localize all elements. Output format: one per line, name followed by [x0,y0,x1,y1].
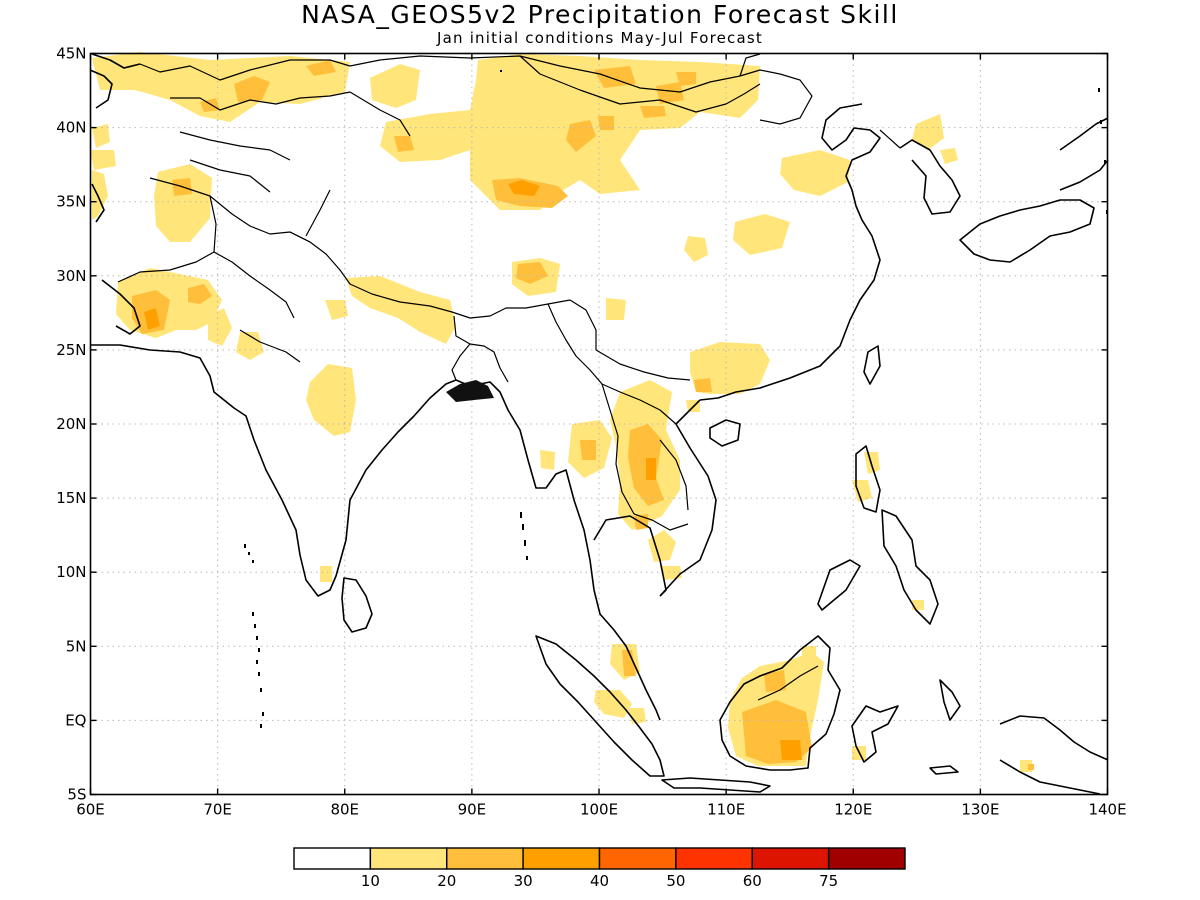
map-gridlines [90,53,1108,795]
lat-label: EQ [65,711,86,729]
lon-label: 140E [1088,801,1126,819]
lat-label: 35N [56,193,86,211]
lat-label: 25N [56,341,86,359]
lat-label: 40N [56,119,86,137]
lon-label: 120E [834,801,872,819]
colorbar-swatch [522,847,601,870]
skill-shading [90,52,1034,772]
colorbar-label: 20 [437,872,456,890]
colorbar-label: 75 [819,872,838,890]
lat-label: 45N [56,45,86,63]
map-title: NASA_GEOS5v2 Precipitation Forecast Skil… [301,0,899,29]
lat-label: 20N [56,415,86,433]
lon-label: 70E [203,801,232,819]
colorbar [293,847,906,870]
colorbar-labels: 10 20 30 40 50 60 75 [361,872,838,890]
axis-ticks [89,52,1109,796]
colorbar-swatch [675,847,753,870]
colorbar-label: 50 [666,872,685,890]
coastlines [89,53,1109,795]
lat-label: 15N [56,489,86,507]
colorbar-swatch [598,847,677,870]
lat-label: 5S [67,786,86,804]
lon-label: 90E [458,801,487,819]
colorbar-swatch [751,847,830,870]
colorbar-swatch [293,847,372,870]
lon-label: 100E [580,801,618,819]
lon-label: 60E [76,801,105,819]
lon-label: 130E [961,801,999,819]
delta-region [446,380,494,402]
lon-label: 110E [707,801,745,819]
latitude-labels: 45N 40N 35N 30N 25N 20N 15N 10N 5N EQ 5S [56,45,86,804]
colorbar-swatch [369,847,448,870]
colorbar-swatch [827,847,906,870]
map-subtitle: Jan initial conditions May-Jul Forecast [437,29,763,47]
country-borders [117,55,901,701]
colorbar-label: 40 [590,872,609,890]
colorbar-label: 30 [514,872,533,890]
colorbar-swatch [446,847,524,870]
lat-label: 30N [56,267,86,285]
longitude-labels: 60E 70E 80E 90E 100E 110E 120E 130E 140E [76,801,1126,819]
lat-label: 10N [56,563,86,581]
colorbar-label: 10 [361,872,380,890]
lat-label: 5N [66,637,87,655]
lon-label: 80E [330,801,359,819]
colorbar-label: 60 [743,872,762,890]
